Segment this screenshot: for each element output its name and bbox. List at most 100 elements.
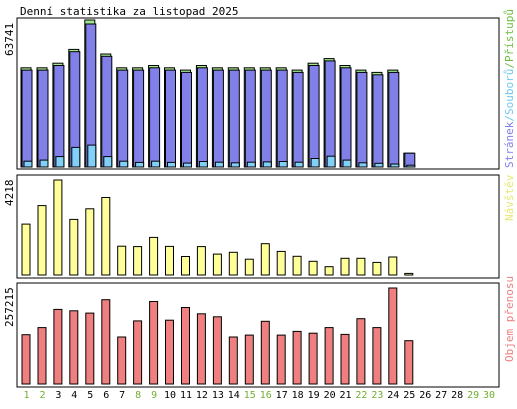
files-bar-day-12 (198, 161, 208, 168)
x-label-day-2: 2 (39, 390, 45, 401)
files-bar-day-22 (358, 162, 368, 168)
x-label-day-10: 10 (164, 390, 176, 401)
visits-bar-day-15 (244, 258, 254, 276)
visits-bar-day-6 (101, 197, 111, 276)
traffic-bar-day-4 (69, 310, 79, 385)
x-label-day-30: 30 (483, 390, 495, 401)
files-bar-day-25 (406, 164, 416, 168)
visits-bar-day-20 (324, 266, 334, 276)
traffic-bar-day-23 (372, 327, 382, 385)
traffic-bar-day-3 (53, 308, 63, 385)
x-label-day-28: 28 (451, 390, 463, 401)
files-bar-day-19 (310, 158, 320, 168)
visits-bar-day-7 (117, 245, 127, 276)
pages-bar-day-10 (165, 69, 176, 168)
pages-bar-day-8 (133, 69, 145, 168)
x-label-day-17: 17 (276, 390, 288, 401)
panel-frame-hits-files-pages (16, 17, 500, 170)
x-axis-labels: 1 2 3 4 5 6 7 8 9 10 11 12 13 14 15 16 17 18 19 20 21 22 23 24 2… (23, 390, 495, 401)
traffic-bar-day-10 (165, 319, 174, 385)
visits-bar-day-19 (308, 260, 318, 276)
x-label-day-25: 25 (403, 390, 415, 401)
files-bar-day-9 (151, 160, 161, 168)
files-bar-day-13 (214, 161, 224, 168)
bars-layer (20, 19, 416, 385)
chart-title: Denní statistika za listopad 2025 (20, 5, 239, 18)
panel-frame-visits (16, 174, 500, 279)
x-label-day-3: 3 (55, 390, 61, 401)
traffic-bar-day-13 (212, 316, 222, 385)
x-label-day-27: 27 (435, 390, 447, 401)
traffic-bar-day-1 (21, 334, 31, 385)
visits-bar-day-11 (181, 256, 190, 276)
visits-bar-day-13 (212, 253, 222, 276)
x-label-day-23: 23 (371, 390, 383, 401)
legend-pages-text: Stránek (503, 121, 516, 168)
ymax-label-visits: 4218 (3, 180, 16, 207)
visits-bar-day-18 (292, 255, 302, 276)
visits-bar-day-23 (372, 261, 382, 276)
visits-bar-day-22 (356, 257, 366, 276)
files-bar-day-7 (119, 160, 129, 168)
files-bar-day-18 (294, 161, 304, 168)
x-label-day-8: 8 (135, 390, 141, 401)
files-bar-day-21 (342, 159, 352, 168)
visits-bar-day-9 (149, 236, 159, 276)
x-label-day-18: 18 (292, 390, 304, 401)
files-bar-day-23 (374, 162, 384, 168)
visits-bar-day-2 (37, 205, 47, 276)
pages-bar-day-22 (356, 71, 368, 168)
files-bar-day-8 (135, 161, 145, 168)
pages-bar-day-9 (149, 67, 161, 168)
x-label-day-29: 29 (467, 390, 479, 401)
pages-bar-day-21 (340, 67, 352, 168)
files-bar-day-10 (167, 161, 176, 168)
traffic-bar-day-14 (228, 336, 238, 385)
pages-bar-day-16 (260, 69, 272, 168)
pages-bar-day-1 (21, 69, 33, 168)
legend-files-text: Souborů (503, 69, 516, 115)
x-label-day-5: 5 (87, 390, 93, 401)
pages-bar-day-6 (101, 55, 113, 168)
x-label-day-21: 21 (339, 390, 351, 401)
pages-bar-day-7 (117, 69, 129, 168)
legend-slash-1: / (503, 62, 516, 69)
pages-bar-day-23 (372, 74, 384, 168)
pages-bar-day-20 (324, 60, 336, 168)
files-bar-day-20 (326, 155, 336, 168)
x-label-day-20: 20 (324, 390, 336, 401)
x-label-day-16: 16 (260, 390, 272, 401)
files-bar-day-15 (246, 161, 256, 168)
x-label-day-24: 24 (387, 390, 399, 401)
files-bar-day-16 (262, 161, 272, 168)
x-label-day-9: 9 (151, 390, 157, 401)
files-bar-day-4 (71, 146, 81, 168)
visits-bar-day-21 (340, 257, 350, 276)
pages-bar-day-13 (212, 69, 224, 168)
traffic-bar-day-2 (37, 327, 47, 385)
pages-bar-day-3 (53, 65, 65, 168)
x-label-day-4: 4 (71, 390, 77, 401)
traffic-bar-day-22 (356, 318, 366, 385)
ymax-label-traffic: 257215 (3, 287, 16, 327)
x-label-day-26: 26 (419, 390, 431, 401)
files-bar-day-6 (103, 156, 113, 168)
pages-bar-day-12 (196, 67, 208, 168)
visits-bar-day-25 (404, 272, 414, 276)
visits-bar-day-4 (69, 218, 79, 276)
ymax-label-hits-files-pages: 63741 (3, 23, 16, 56)
pages-bar-day-2 (37, 69, 49, 168)
pages-bar-day-14 (228, 69, 240, 168)
traffic-bar-day-16 (260, 320, 270, 385)
legend-hits-text: Přístupů (503, 9, 516, 62)
files-bar-day-3 (55, 156, 65, 168)
traffic-bar-day-21 (340, 333, 350, 385)
traffic-bar-day-18 (292, 330, 302, 385)
traffic-bar-day-7 (117, 336, 127, 385)
visits-bar-day-10 (165, 245, 174, 276)
visits-bar-day-14 (228, 251, 238, 276)
visits-bar-day-17 (276, 250, 286, 276)
traffic-bar-day-6 (101, 299, 111, 385)
